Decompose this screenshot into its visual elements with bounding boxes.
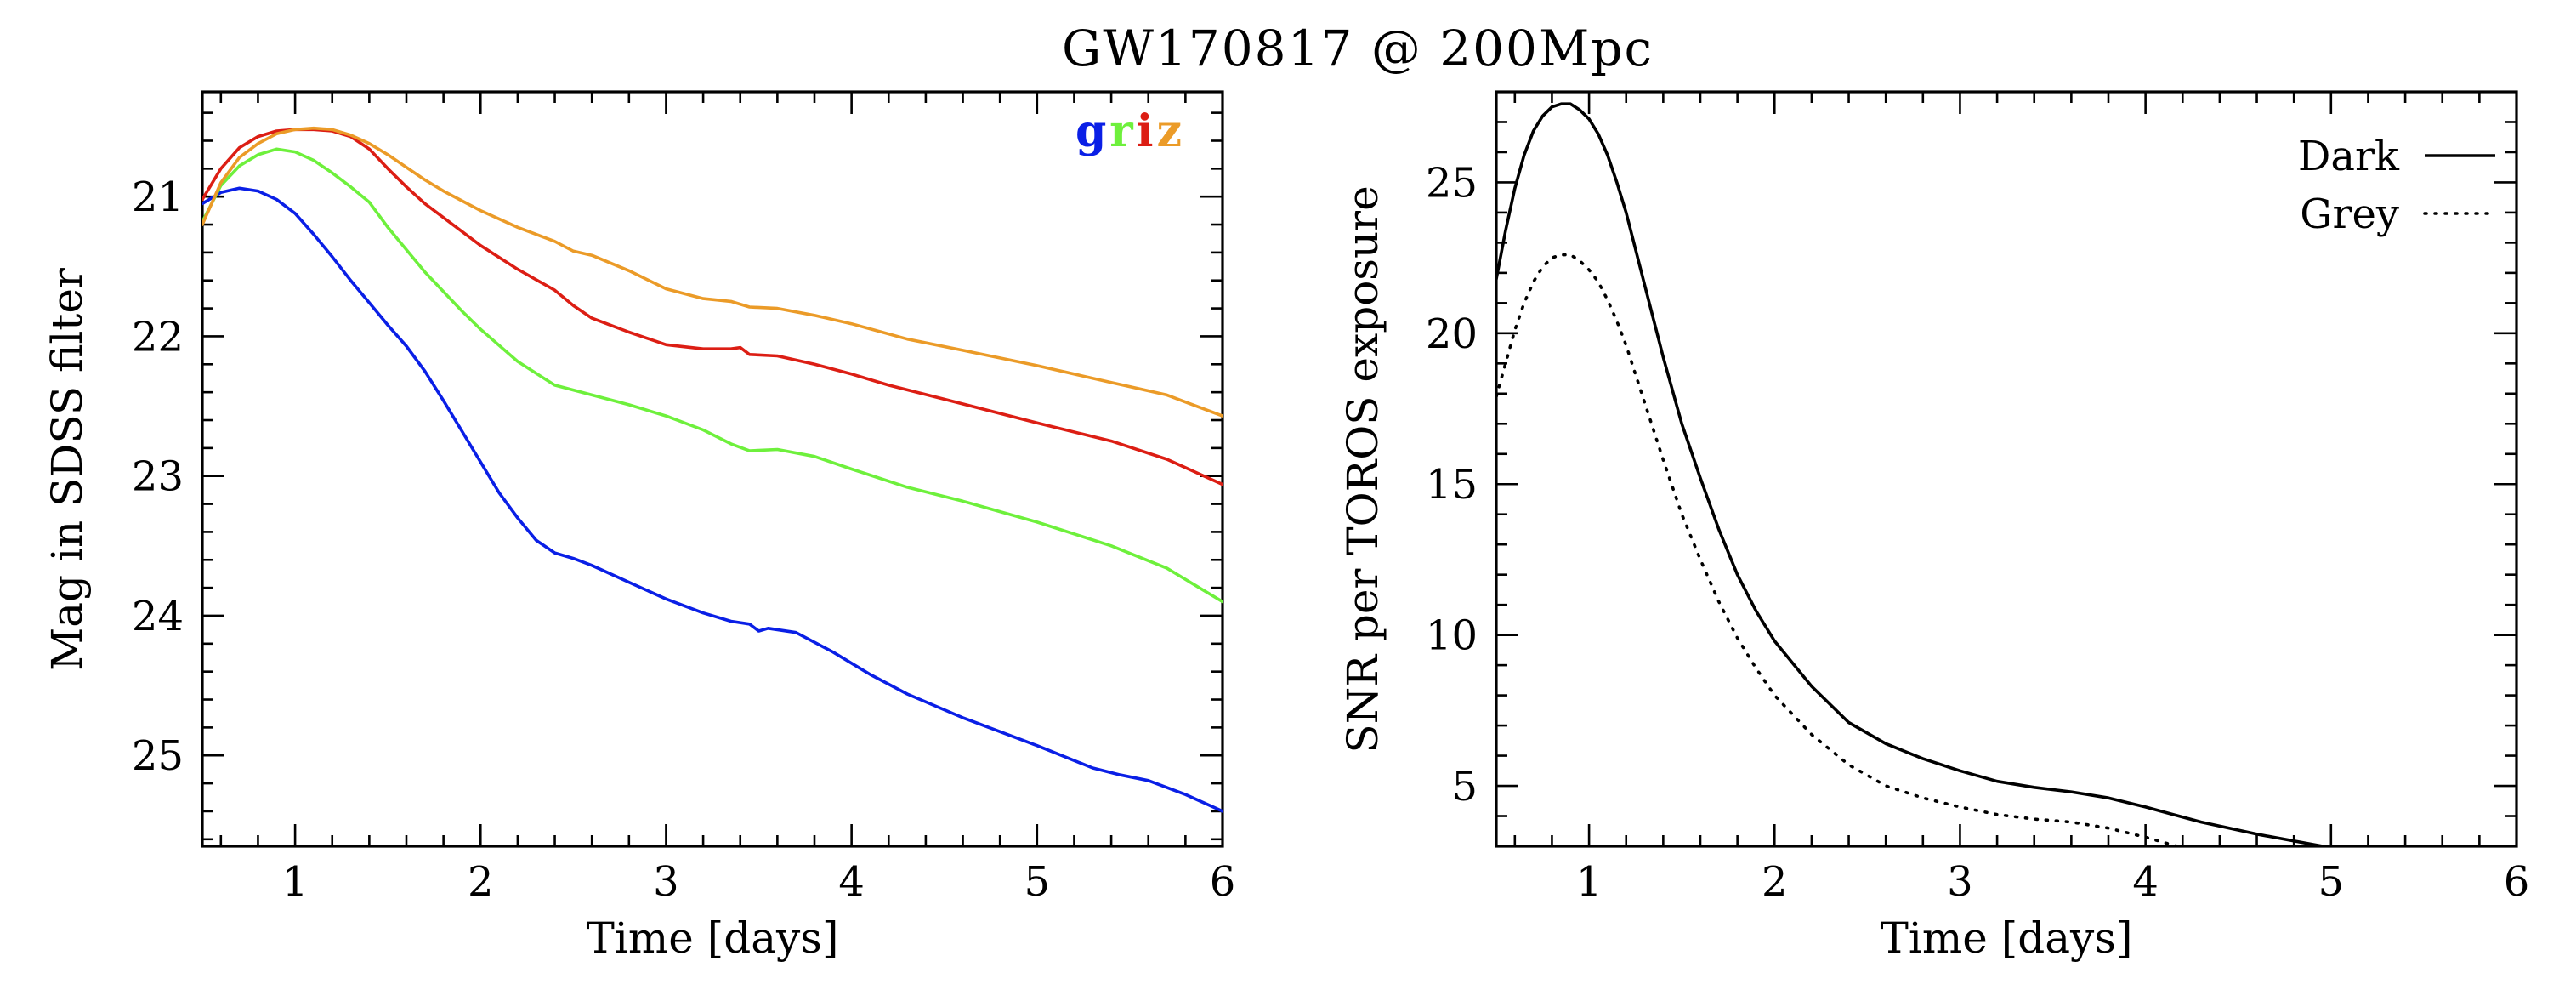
magnitude-x-tick-label: 2 — [468, 858, 494, 906]
snr-series — [1496, 102, 2331, 846]
magnitude-y-tick-label: 22 — [132, 313, 184, 361]
legend-g: g — [1075, 105, 1106, 157]
snr-x-tick-label: 1 — [1576, 858, 1603, 906]
snr-x-tick-label: 3 — [1947, 858, 1973, 906]
snr-y-tick-label: 5 — [1451, 763, 1478, 810]
figure-title: GW170817 @ 200Mpc — [1062, 20, 1654, 77]
snr-x-axis-title: Time [days] — [1881, 913, 2133, 963]
snr-axis-ticks — [1496, 90, 2518, 848]
snr-y-axis-title: SNR per TOROS exposure — [1338, 185, 1387, 753]
magnitude-x-axis-title: Time [days] — [587, 913, 839, 963]
snr-tick-labels: 1 2 3 4 5 6 5 10 15 20 25 — [1426, 159, 2529, 906]
magnitude-series-r — [202, 147, 1223, 604]
band-legend: griz — [1075, 105, 1182, 157]
magnitude-y-tick-label: 23 — [132, 453, 184, 501]
magnitude-x-tick-label: 1 — [282, 858, 309, 906]
magnitude-x-tick-label: 5 — [1024, 858, 1051, 906]
magnitude-x-tick-label: 3 — [653, 858, 679, 906]
legend-grey-label: Grey — [2300, 191, 2399, 238]
snr-plot-frame — [1495, 90, 2518, 848]
legend-z: z — [1156, 105, 1182, 157]
snr-y-tick-label: 10 — [1426, 612, 1478, 660]
snr-series-grey — [1496, 253, 2183, 846]
magnitude-plot-frame — [201, 90, 1224, 848]
legend-r: r — [1109, 105, 1133, 157]
snr-legend: Dark Grey — [2298, 133, 2497, 238]
magnitude-x-tick-label: 6 — [1210, 858, 1236, 906]
magnitude-series — [202, 126, 1223, 813]
snr-x-tick-label: 6 — [2504, 858, 2530, 906]
legend-i: i — [1137, 105, 1154, 157]
legend-dark-label: Dark — [2298, 133, 2400, 180]
magnitude-y-tick-label: 24 — [132, 593, 184, 640]
snr-x-tick-label: 5 — [2318, 858, 2345, 906]
snr-series-dark — [1496, 102, 2331, 846]
magnitude-y-tick-label: 25 — [132, 732, 184, 780]
magnitude-series-g — [202, 186, 1223, 813]
snr-x-tick-label: 4 — [2132, 858, 2159, 906]
magnitude-y-tick-label: 21 — [132, 173, 184, 221]
magnitude-series-z — [202, 126, 1223, 418]
magnitude-y-axis-title: Mag in SDSS filter — [43, 268, 92, 671]
magnitude-axis-ticks — [202, 92, 1224, 846]
snr-x-tick-label: 2 — [1762, 858, 1788, 906]
snr-panel: 1 2 3 4 5 6 5 10 15 20 25 Dark Grey Time [days] SN… — [1338, 90, 2529, 963]
snr-y-tick-label: 20 — [1426, 310, 1478, 358]
snr-y-tick-label: 15 — [1426, 461, 1478, 509]
snr-y-tick-label: 25 — [1426, 159, 1478, 207]
magnitude-x-tick-label: 4 — [838, 858, 865, 906]
magnitude-series-i — [202, 128, 1223, 486]
